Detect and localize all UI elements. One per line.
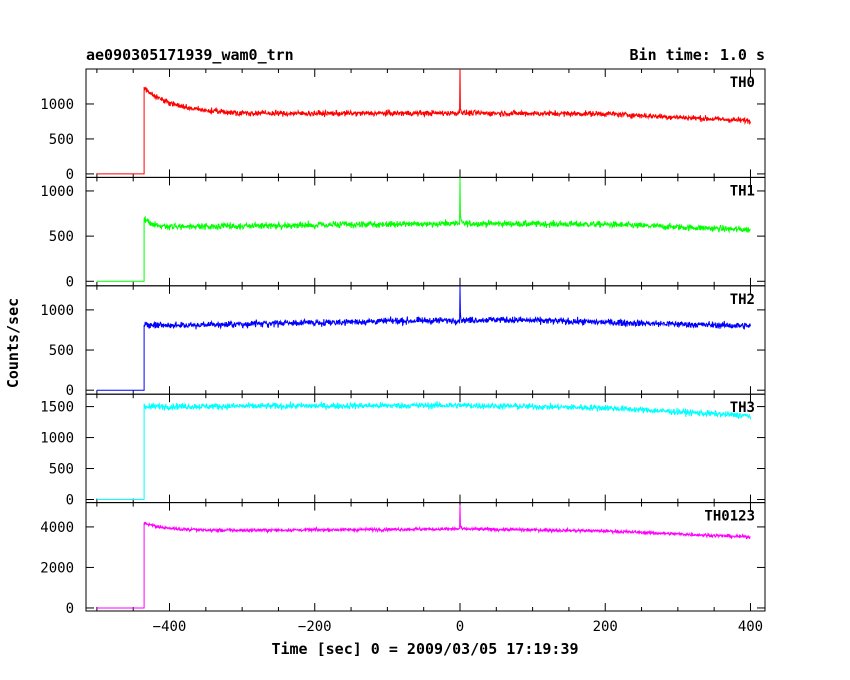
- y-tick-label: 4000: [40, 520, 74, 536]
- x-axis-label: Time [sec] 0 = 2009/03/05 17:19:39: [271, 640, 578, 658]
- panel-group: 0 500 1000 TH0 0 500 1000 TH1 0 500 1000 TH2 0 500 100…: [40, 68, 766, 635]
- y-tick-label: 500: [49, 229, 74, 245]
- panel-label-th1: TH1: [730, 183, 755, 199]
- panel-frame: [85, 393, 766, 504]
- y-tick-label: 0: [66, 383, 74, 399]
- panel-frame: [85, 176, 766, 287]
- y-tick-label: 1000: [40, 97, 74, 113]
- panel-label-th0123: TH0123: [704, 509, 755, 525]
- panel-th2: 0 500 1000 TH2: [40, 285, 766, 399]
- x-tick-label: 200: [593, 619, 618, 635]
- y-tick-label: 1000: [40, 184, 74, 200]
- x-tick-label: 0: [456, 619, 464, 635]
- bin-time-label: Bin time: 1.0 s: [630, 46, 765, 64]
- y-axis-label: Counts/sec: [4, 298, 22, 388]
- y-tick-label: 2000: [40, 560, 74, 576]
- series-th0123: [96, 504, 751, 609]
- y-tick-label: 1000: [40, 431, 74, 447]
- panel-label-th2: TH2: [730, 292, 755, 308]
- y-tick-label: 0: [66, 601, 74, 617]
- panel-label-th3: TH3: [730, 400, 755, 416]
- y-tick-label: 1500: [40, 400, 74, 416]
- y-tick-label: 0: [66, 274, 74, 290]
- series-th2: [96, 285, 751, 391]
- x-tick-label: 400: [738, 619, 763, 635]
- y-tick-label: 500: [49, 343, 74, 359]
- series-th0: [96, 69, 751, 175]
- x-tick-label: −200: [298, 619, 332, 635]
- chart-title: ae090305171939_wam0_trn: [86, 46, 294, 64]
- y-tick-label: 0: [66, 493, 74, 509]
- panel-label-th0: TH0: [730, 75, 755, 91]
- panel-th0: 0 500 1000 TH0: [40, 68, 766, 183]
- panel-th3: 0 500 1000 1500 TH3: [40, 393, 766, 509]
- x-tick-label: −400: [153, 619, 187, 635]
- series-th3: [96, 401, 751, 500]
- series-th1: [96, 177, 751, 282]
- y-tick-label: 1000: [40, 303, 74, 319]
- y-tick-label: 0: [66, 167, 74, 183]
- panel-frame: [85, 502, 766, 612]
- y-tick-label: 500: [49, 132, 74, 148]
- panel-frame: [85, 68, 766, 178]
- panel-frame: [85, 285, 766, 395]
- y-tick-label: 500: [49, 462, 74, 478]
- panel-th1: 0 500 1000 TH1: [40, 176, 766, 290]
